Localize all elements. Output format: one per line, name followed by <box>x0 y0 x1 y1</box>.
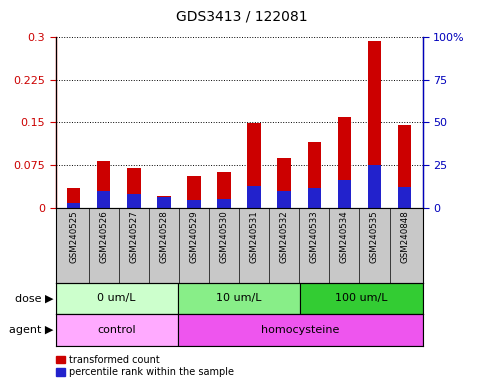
Bar <box>187 200 201 208</box>
Bar <box>97 161 111 208</box>
Text: 10 um/L: 10 um/L <box>216 293 262 303</box>
Bar <box>67 203 80 208</box>
Text: control: control <box>98 325 136 335</box>
Text: GSM240531: GSM240531 <box>250 211 258 263</box>
Text: dose ▶: dose ▶ <box>14 293 53 303</box>
Bar <box>398 125 412 208</box>
Text: GSM240528: GSM240528 <box>159 211 169 263</box>
Bar <box>178 283 300 314</box>
Bar <box>157 196 170 208</box>
Bar <box>157 197 170 208</box>
Text: GSM240533: GSM240533 <box>310 211 319 263</box>
Text: GSM240535: GSM240535 <box>370 211 379 263</box>
Text: GSM240525: GSM240525 <box>69 211 78 263</box>
Text: 0 um/L: 0 um/L <box>98 293 136 303</box>
Text: GSM240526: GSM240526 <box>99 211 108 263</box>
Bar <box>187 176 201 208</box>
Bar <box>247 123 261 208</box>
Bar <box>308 142 321 208</box>
Legend: transformed count, percentile rank within the sample: transformed count, percentile rank withi… <box>56 355 234 377</box>
Bar <box>56 314 178 346</box>
Bar <box>277 191 291 208</box>
Bar <box>97 191 111 208</box>
Bar <box>127 194 141 208</box>
Bar <box>300 283 423 314</box>
Bar <box>368 165 381 208</box>
Bar <box>308 188 321 208</box>
Text: GSM240527: GSM240527 <box>129 211 138 263</box>
Bar <box>217 172 231 208</box>
Bar <box>67 188 80 208</box>
Bar <box>217 199 231 208</box>
Text: GSM240534: GSM240534 <box>340 211 349 263</box>
Text: agent ▶: agent ▶ <box>9 325 53 335</box>
Bar <box>127 168 141 208</box>
Text: GSM240529: GSM240529 <box>189 211 199 263</box>
Text: homocysteine: homocysteine <box>261 325 340 335</box>
Text: GSM240532: GSM240532 <box>280 211 289 263</box>
Text: 100 um/L: 100 um/L <box>335 293 388 303</box>
Bar <box>398 187 412 208</box>
Bar <box>338 180 351 208</box>
Bar <box>368 41 381 208</box>
Bar <box>247 185 261 208</box>
Text: GSM240530: GSM240530 <box>220 211 228 263</box>
Text: GDS3413 / 122081: GDS3413 / 122081 <box>176 10 307 23</box>
Bar <box>56 283 178 314</box>
Text: GSM240848: GSM240848 <box>400 211 409 263</box>
Bar <box>277 157 291 208</box>
Bar <box>338 117 351 208</box>
Bar <box>178 314 423 346</box>
